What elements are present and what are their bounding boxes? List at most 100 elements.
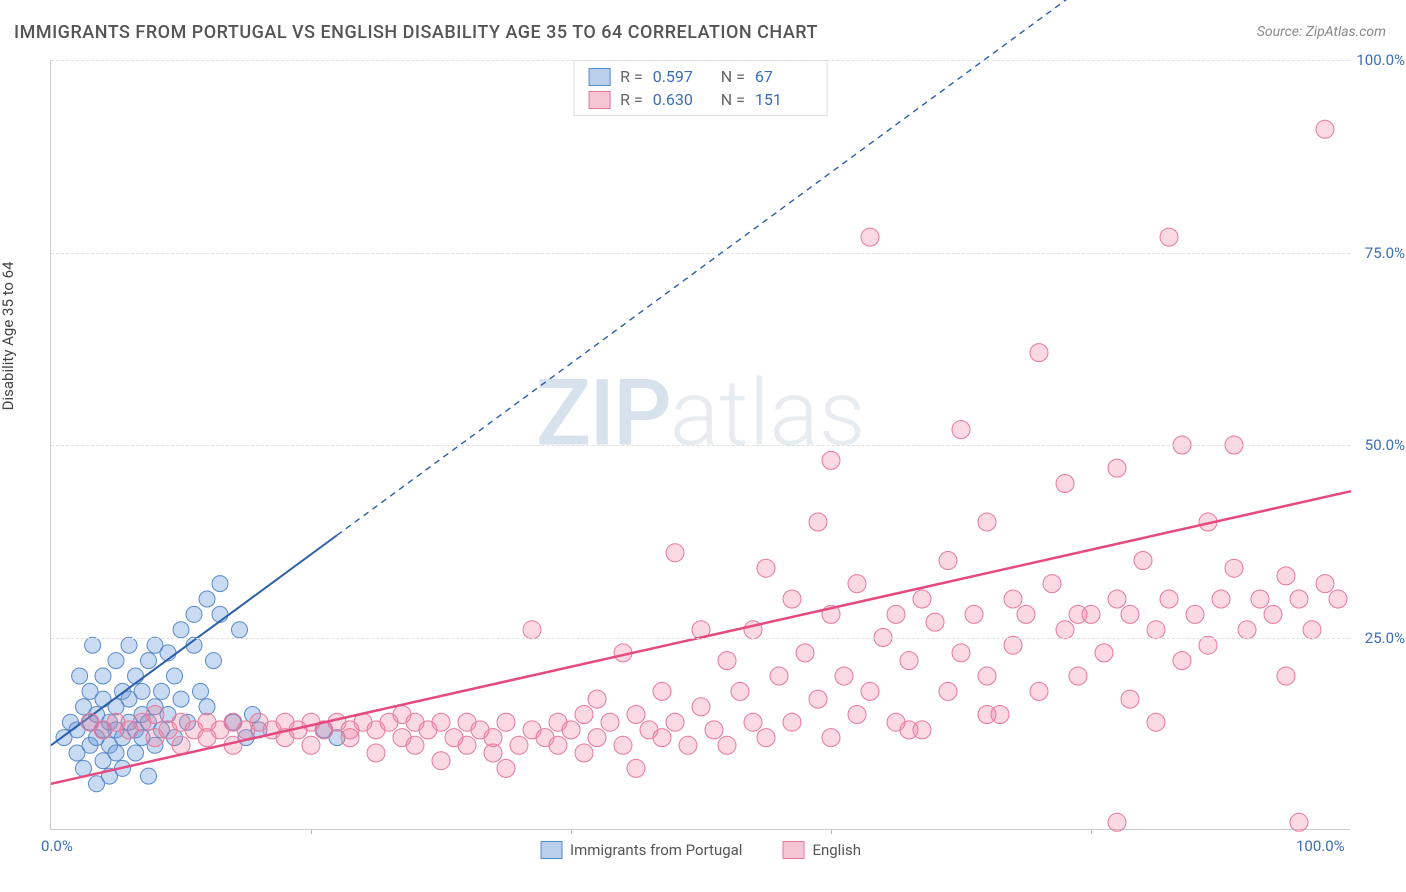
legend-bottom: Immigrants from Portugal English	[540, 841, 861, 859]
scatter-point	[614, 736, 632, 754]
scatter-point	[666, 544, 684, 562]
scatter-point	[1277, 667, 1295, 685]
scatter-point	[900, 652, 918, 670]
scatter-point	[588, 690, 606, 708]
scatter-point	[718, 736, 736, 754]
scatter-point	[549, 736, 567, 754]
scatter-point	[796, 644, 814, 662]
scatter-point	[406, 736, 424, 754]
scatter-point	[128, 668, 144, 684]
y-tick-label: 100.0%	[1356, 51, 1405, 69]
scatter-point	[900, 721, 918, 739]
scatter-point	[1108, 459, 1126, 477]
scatter-point	[1277, 567, 1295, 585]
source-attribution: Source: ZipAtlas.com	[1257, 24, 1386, 40]
scatter-point	[1030, 682, 1048, 700]
scatter-point	[206, 653, 222, 669]
scatter-point	[653, 729, 671, 747]
scatter-point	[141, 768, 157, 784]
legend-series-label: English	[812, 841, 861, 859]
scatter-point	[978, 706, 996, 724]
x-tick-label: 0.0%	[41, 837, 73, 855]
scatter-point	[1212, 590, 1230, 608]
scatter-point	[1017, 605, 1035, 623]
scatter-point	[692, 698, 710, 716]
scatter-point	[432, 713, 450, 731]
y-tick-label: 50.0%	[1365, 436, 1405, 454]
scatter-point	[1082, 605, 1100, 623]
scatter-point	[861, 228, 879, 246]
scatter-point	[770, 667, 788, 685]
source-name: ZipAtlas.com	[1306, 24, 1386, 40]
grid-line	[51, 445, 1350, 446]
legend-bottom-item: English	[782, 841, 861, 859]
scatter-point	[705, 721, 723, 739]
y-axis-label: Disability Age 35 to 64	[0, 262, 17, 411]
source-prefix: Source:	[1257, 24, 1306, 40]
scatter-point	[952, 421, 970, 439]
scatter-point	[822, 451, 840, 469]
plot-area: ZIPatlas R =0.597N =67R =0.630N =151 Imm…	[50, 60, 1350, 830]
scatter-point	[1004, 590, 1022, 608]
scatter-point	[1160, 228, 1178, 246]
scatter-point	[173, 622, 189, 638]
legend-stats-row: R =0.630N =151	[588, 88, 813, 111]
scatter-point	[978, 667, 996, 685]
scatter-point	[562, 721, 580, 739]
scatter-point	[809, 690, 827, 708]
scatter-point	[1225, 559, 1243, 577]
scatter-point	[1147, 621, 1165, 639]
scatter-point	[367, 744, 385, 762]
legend-r-label: R =	[620, 90, 643, 109]
legend-swatch	[782, 841, 804, 859]
scatter-point	[121, 637, 137, 653]
scatter-point	[199, 699, 215, 715]
scatter-point	[783, 590, 801, 608]
scatter-point	[432, 752, 450, 770]
scatter-point	[822, 729, 840, 747]
scatter-point	[85, 637, 101, 653]
scatter-point	[1121, 690, 1139, 708]
scatter-point	[1095, 644, 1113, 662]
scatter-point	[232, 622, 248, 638]
legend-n-label: N =	[721, 67, 745, 86]
scatter-point	[1290, 590, 1308, 608]
scatter-point	[1316, 575, 1334, 593]
scatter-point	[134, 683, 150, 699]
scatter-point	[1290, 813, 1308, 831]
legend-swatch	[588, 68, 610, 86]
scatter-point	[744, 713, 762, 731]
grid-line	[51, 60, 1350, 61]
scatter-point	[154, 683, 170, 699]
scatter-point	[887, 605, 905, 623]
x-tick-mark	[311, 829, 312, 834]
scatter-point	[510, 736, 528, 754]
scatter-point	[575, 706, 593, 724]
legend-swatch	[588, 91, 610, 109]
grid-line	[51, 638, 1350, 639]
scatter-point	[1199, 636, 1217, 654]
scatter-point	[809, 513, 827, 531]
scatter-point	[965, 605, 983, 623]
scatter-point	[653, 682, 671, 700]
scatter-point	[1316, 120, 1334, 138]
scatter-point	[302, 736, 320, 754]
scatter-point	[1056, 621, 1074, 639]
x-tick-mark	[831, 829, 832, 834]
scatter-point	[167, 668, 183, 684]
scatter-point	[1251, 590, 1269, 608]
scatter-point	[627, 706, 645, 724]
scatter-point	[835, 667, 853, 685]
scatter-point	[679, 736, 697, 754]
scatter-point	[212, 576, 228, 592]
legend-r-value: 0.630	[653, 90, 711, 109]
scatter-point	[939, 552, 957, 570]
scatter-point	[193, 683, 209, 699]
legend-n-value: 151	[755, 90, 813, 109]
legend-bottom-item: Immigrants from Portugal	[540, 841, 742, 859]
chart-title: IMMIGRANTS FROM PORTUGAL VS ENGLISH DISA…	[14, 22, 818, 43]
scatter-point	[458, 736, 476, 754]
scatter-point	[939, 682, 957, 700]
scatter-point	[341, 729, 359, 747]
scatter-point	[1043, 575, 1061, 593]
